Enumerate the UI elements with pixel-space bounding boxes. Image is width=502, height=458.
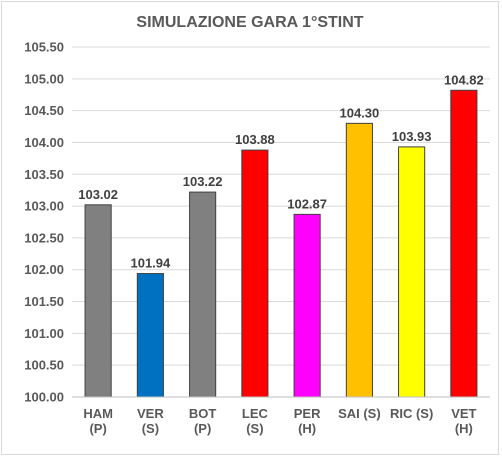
- bar: [345, 122, 373, 398]
- bar: [189, 191, 217, 398]
- y-tick-label: 102.00: [24, 262, 64, 277]
- data-label: 103.93: [392, 129, 432, 144]
- x-tick-label: (H): [298, 421, 316, 436]
- x-tick-label: VET: [451, 406, 476, 421]
- x-tick-label: SAI (S): [338, 406, 381, 421]
- y-axis-ticks: 100.00 100.50 101.00 101.50 102.00 102.50 103.…: [24, 40, 64, 405]
- x-tick-label: BOT: [189, 406, 217, 421]
- x-tick-label: (S): [142, 421, 159, 436]
- x-axis-categories: HAM(P)VER(S)BOT(P)LEC(S)PER(H)SAI (S) RIC…: [83, 406, 476, 436]
- x-tick-label: LEC: [242, 406, 269, 421]
- gridlines: [72, 46, 490, 366]
- bar: [398, 146, 426, 398]
- x-tick-label: (H): [455, 421, 473, 436]
- data-label: 103.02: [78, 187, 118, 202]
- y-tick-label: 104.50: [24, 103, 64, 118]
- data-label: 103.88: [235, 132, 275, 147]
- bar: [84, 204, 112, 398]
- y-tick-label: 100.50: [24, 358, 64, 373]
- x-tick-label: RIC (S): [390, 406, 433, 421]
- data-label: 104.82: [444, 72, 484, 87]
- y-tick-label: 103.00: [24, 199, 64, 214]
- y-tick-label: 104.00: [24, 135, 64, 150]
- y-tick-label: 105.00: [24, 71, 64, 86]
- x-tick-label: (P): [89, 421, 106, 436]
- bar: [136, 273, 164, 398]
- y-tick-label: 105.50: [24, 40, 64, 55]
- chart-title: SIMULAZIONE GARA 1°STINT: [136, 14, 363, 31]
- bar: [450, 89, 478, 398]
- x-tick-label: VER: [137, 406, 164, 421]
- data-label: 102.87: [287, 196, 327, 211]
- x-tick-label: (S): [246, 421, 263, 436]
- bar: [293, 213, 321, 398]
- x-tick-label: PER: [294, 406, 321, 421]
- data-label: 104.30: [339, 105, 379, 120]
- y-tick-label: 101.50: [24, 294, 64, 309]
- y-tick-label: 103.50: [24, 167, 64, 182]
- data-label: 101.94: [130, 256, 171, 271]
- y-tick-label: 102.50: [24, 230, 64, 245]
- value-labels: 103.02 101.94 103.22 103.88 102.87 104.30 103.…: [78, 72, 484, 270]
- y-tick-label: 101.00: [24, 326, 64, 341]
- data-label: 103.22: [183, 174, 223, 189]
- y-tick-label: 100.00: [24, 390, 64, 405]
- bar: [241, 149, 269, 398]
- bars: [84, 89, 478, 398]
- x-tick-label: HAM: [83, 406, 113, 421]
- x-tick-label: (P): [194, 421, 211, 436]
